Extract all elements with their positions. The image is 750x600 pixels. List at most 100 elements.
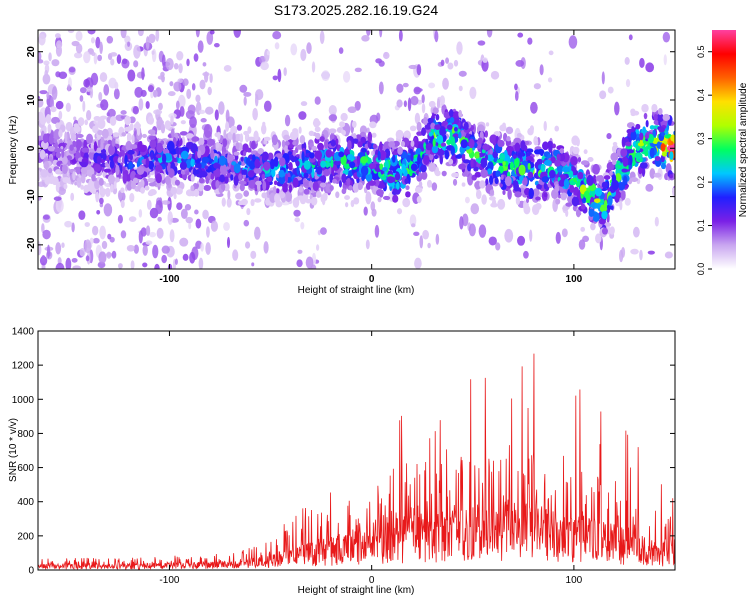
- amplitude-speckle: [469, 86, 477, 100]
- amplitude-blob: [170, 128, 175, 137]
- amplitude-blob: [239, 183, 245, 192]
- amplitude-blob: [436, 98, 441, 110]
- amplitude-speckle: [408, 64, 418, 70]
- amplitude-blob: [98, 177, 104, 186]
- amplitude-blob: [520, 165, 524, 173]
- amplitude-blob: [437, 149, 445, 156]
- amplitude-blob: [568, 170, 574, 179]
- amplitude-speckle: [371, 208, 377, 217]
- amplitude-blob: [450, 146, 455, 156]
- amplitude-blob: [239, 133, 244, 143]
- amplitude-blob: [112, 155, 120, 163]
- amplitude-speckle: [152, 89, 158, 98]
- amplitude-blob: [347, 140, 352, 151]
- amplitude-blob: [238, 173, 242, 181]
- amplitude-speckle: [662, 31, 671, 43]
- amplitude-blob: [329, 134, 335, 140]
- amplitude-speckle: [198, 109, 206, 115]
- amplitude-speckle: [306, 42, 312, 54]
- amplitude-blob: [243, 190, 250, 197]
- amplitude-speckle: [514, 83, 518, 91]
- amplitude-blob: [100, 148, 107, 154]
- amplitude-blob: [513, 137, 522, 146]
- amplitude-blob: [93, 141, 98, 152]
- amplitude-speckle: [601, 71, 605, 85]
- amplitude-blob: [660, 162, 667, 170]
- amplitude-blob: [228, 154, 235, 162]
- amplitude-blob: [193, 188, 200, 197]
- amplitude-speckle: [72, 265, 81, 269]
- amplitude-speckle: [179, 106, 185, 117]
- amplitude-blob: [580, 203, 586, 210]
- amplitude-blob: [207, 138, 216, 146]
- amplitude-blob: [353, 197, 360, 205]
- amplitude-blob: [351, 120, 357, 128]
- amplitude-blob: [230, 125, 238, 135]
- amplitude-speckle: [477, 40, 486, 46]
- amplitude-blob: [146, 199, 152, 210]
- snr-y-tick-label: 0: [28, 566, 34, 577]
- amplitude-blob: [392, 167, 397, 174]
- amplitude-blob: [340, 129, 345, 134]
- amplitude-blob: [261, 124, 267, 135]
- amplitude-speckle: [109, 52, 118, 57]
- amplitude-blob: [50, 106, 57, 113]
- amplitude-speckle: [150, 90, 154, 99]
- amplitude-blob: [150, 151, 154, 161]
- amplitude-speckle: [128, 216, 137, 223]
- amplitude-blob: [479, 180, 486, 189]
- amplitude-speckle: [209, 73, 213, 84]
- amplitude-blob: [444, 149, 450, 160]
- snr-y-tick-label: 1400: [12, 327, 35, 338]
- amplitude-blob: [381, 175, 387, 181]
- amplitude-blob: [368, 180, 377, 186]
- amplitude-speckle: [223, 64, 232, 72]
- amplitude-blob: [247, 170, 255, 178]
- amplitude-blob: [622, 156, 629, 167]
- amplitude-blob: [656, 141, 661, 149]
- amplitude-blob: [76, 133, 84, 139]
- amplitude-blob: [100, 141, 104, 150]
- amplitude-blob: [514, 157, 520, 168]
- amplitude-speckle: [145, 225, 151, 237]
- amplitude-blob: [288, 162, 293, 171]
- amplitude-blob: [164, 120, 171, 130]
- amplitude-speckle: [145, 240, 153, 245]
- amplitude-blob: [575, 209, 581, 218]
- amplitude-speckle: [38, 181, 46, 187]
- amplitude-speckle: [311, 61, 316, 73]
- amplitude-blob: [425, 138, 429, 145]
- amplitude-speckle: [403, 100, 407, 108]
- amplitude-blob: [136, 125, 141, 136]
- amplitude-blob: [283, 134, 291, 141]
- amplitude-speckle: [250, 250, 257, 259]
- amplitude-blob: [497, 138, 502, 147]
- amplitude-blob: [45, 113, 52, 124]
- amplitude-blob: [175, 145, 180, 155]
- amplitude-blob: [525, 155, 534, 162]
- amplitude-speckle: [214, 109, 219, 121]
- amplitude-blob: [287, 138, 296, 149]
- amplitude-speckle: [639, 57, 645, 69]
- amplitude-blob: [80, 161, 88, 168]
- amplitude-blob: [513, 180, 519, 192]
- amplitude-blob: [321, 195, 326, 206]
- amplitude-blob: [180, 120, 186, 125]
- amplitude-blob: [161, 153, 167, 164]
- amplitude-speckle: [120, 110, 127, 115]
- amplitude-blob: [97, 118, 106, 130]
- amplitude-speckle: [189, 251, 196, 264]
- amplitude-blob: [548, 142, 553, 153]
- amplitude-speckle: [74, 181, 78, 186]
- amplitude-blob: [197, 149, 202, 159]
- amplitude-speckle: [92, 237, 100, 244]
- amplitude-blob: [226, 197, 232, 208]
- amplitude-blob: [61, 149, 65, 158]
- amplitude-speckle: [470, 203, 480, 215]
- amplitude-speckle: [186, 88, 192, 100]
- amplitude-speckle: [354, 100, 361, 111]
- amplitude-speckle: [663, 54, 667, 66]
- amplitude-blob: [219, 174, 225, 183]
- amplitude-blob: [376, 189, 384, 197]
- amplitude-blob: [598, 218, 606, 225]
